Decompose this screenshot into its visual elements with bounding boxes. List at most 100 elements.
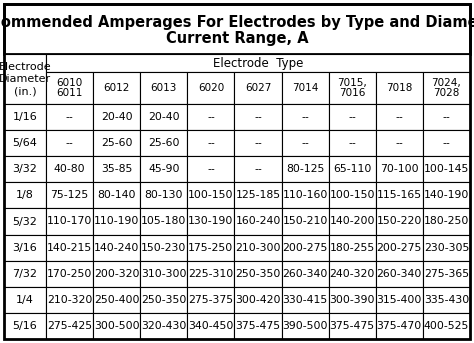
- Bar: [282, 235, 328, 261]
- Text: 315-400: 315-400: [377, 295, 422, 305]
- Bar: [93, 261, 140, 287]
- Text: 400-525: 400-525: [424, 321, 469, 331]
- Bar: [235, 313, 282, 339]
- Bar: [140, 104, 187, 130]
- Text: --: --: [207, 112, 215, 122]
- Bar: [140, 209, 187, 235]
- Bar: [328, 313, 376, 339]
- Text: 1/4: 1/4: [16, 295, 34, 305]
- Text: 390-500: 390-500: [283, 321, 328, 331]
- Text: 250-350: 250-350: [141, 295, 186, 305]
- Text: 110-170: 110-170: [47, 216, 92, 226]
- Bar: [282, 313, 328, 339]
- Text: 25-60: 25-60: [148, 138, 180, 148]
- Text: 1/16: 1/16: [13, 112, 37, 122]
- Bar: [328, 209, 376, 235]
- Bar: [187, 130, 235, 156]
- Bar: [140, 72, 187, 104]
- Text: 150-210: 150-210: [283, 216, 328, 226]
- Bar: [4, 209, 46, 235]
- Text: 45-90: 45-90: [148, 164, 180, 174]
- Bar: [376, 156, 423, 182]
- Bar: [93, 130, 140, 156]
- Text: 3/32: 3/32: [13, 164, 37, 174]
- Bar: [46, 156, 93, 182]
- Bar: [187, 313, 235, 339]
- Bar: [376, 104, 423, 130]
- Bar: [235, 182, 282, 209]
- Bar: [282, 72, 328, 104]
- Bar: [4, 130, 46, 156]
- Bar: [46, 209, 93, 235]
- Bar: [235, 72, 282, 104]
- Bar: [140, 313, 187, 339]
- Bar: [328, 104, 376, 130]
- Bar: [423, 130, 470, 156]
- Text: 150-230: 150-230: [141, 243, 186, 252]
- Text: 100-145: 100-145: [424, 164, 469, 174]
- Bar: [93, 235, 140, 261]
- Bar: [46, 313, 93, 339]
- Bar: [187, 104, 235, 130]
- Text: Recommended Amperages For Electrodes by Type and Diameter: Recommended Amperages For Electrodes by …: [0, 14, 474, 29]
- Text: 105-180: 105-180: [141, 216, 186, 226]
- Text: 210-300: 210-300: [235, 243, 281, 252]
- Bar: [187, 209, 235, 235]
- Bar: [282, 104, 328, 130]
- Text: 200-320: 200-320: [94, 269, 139, 279]
- Text: 310-300: 310-300: [141, 269, 187, 279]
- Text: 80-140: 80-140: [98, 190, 136, 200]
- Bar: [328, 130, 376, 156]
- Text: Electrode
Diameter
(in.): Electrode Diameter (in.): [0, 62, 51, 96]
- Bar: [93, 287, 140, 313]
- Bar: [376, 182, 423, 209]
- Bar: [328, 235, 376, 261]
- Bar: [187, 182, 235, 209]
- Text: 1/8: 1/8: [16, 190, 34, 200]
- Bar: [376, 313, 423, 339]
- Text: 100-150: 100-150: [188, 190, 234, 200]
- Bar: [423, 261, 470, 287]
- Bar: [93, 209, 140, 235]
- Text: 70-100: 70-100: [380, 164, 419, 174]
- Text: --: --: [301, 112, 309, 122]
- Text: 175-250: 175-250: [188, 243, 234, 252]
- Text: 20-40: 20-40: [101, 112, 132, 122]
- Text: 25-60: 25-60: [101, 138, 132, 148]
- Text: 110-160: 110-160: [283, 190, 328, 200]
- Text: 110-190: 110-190: [94, 216, 139, 226]
- Text: 6013: 6013: [151, 83, 177, 93]
- Text: 65-110: 65-110: [333, 164, 372, 174]
- Text: 7018: 7018: [386, 83, 412, 93]
- Bar: [187, 156, 235, 182]
- Text: 140-190: 140-190: [424, 190, 469, 200]
- Bar: [328, 182, 376, 209]
- Text: 375-470: 375-470: [377, 321, 422, 331]
- Text: 7014: 7014: [292, 83, 319, 93]
- Text: 180-255: 180-255: [329, 243, 375, 252]
- Text: 300-390: 300-390: [329, 295, 375, 305]
- Text: --: --: [66, 138, 73, 148]
- Text: 5/64: 5/64: [13, 138, 37, 148]
- Bar: [140, 261, 187, 287]
- Text: 275-365: 275-365: [424, 269, 469, 279]
- Text: --: --: [254, 138, 262, 148]
- Bar: [235, 209, 282, 235]
- Bar: [423, 72, 470, 104]
- Bar: [140, 156, 187, 182]
- Text: 100-150: 100-150: [329, 190, 375, 200]
- Bar: [4, 104, 46, 130]
- Bar: [4, 313, 46, 339]
- Bar: [328, 156, 376, 182]
- Bar: [376, 235, 423, 261]
- Text: --: --: [254, 112, 262, 122]
- Bar: [93, 156, 140, 182]
- Text: --: --: [348, 138, 356, 148]
- Text: 260-340: 260-340: [377, 269, 422, 279]
- Bar: [282, 209, 328, 235]
- Text: 35-85: 35-85: [101, 164, 132, 174]
- Text: 170-250: 170-250: [47, 269, 92, 279]
- Text: --: --: [395, 112, 403, 122]
- Text: 6012: 6012: [103, 83, 130, 93]
- Bar: [235, 130, 282, 156]
